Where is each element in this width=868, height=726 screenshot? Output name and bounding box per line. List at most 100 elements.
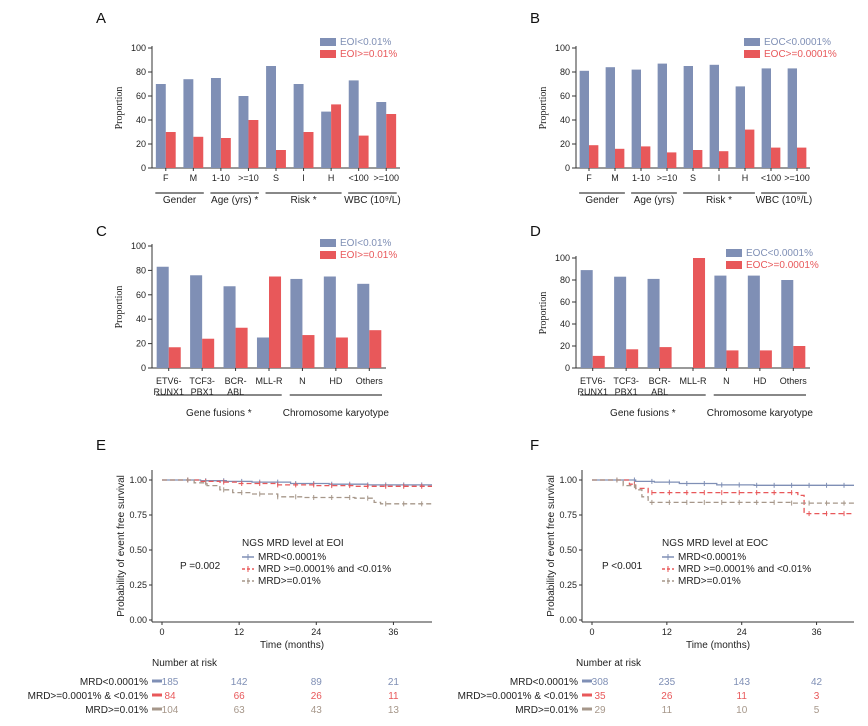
bar-low-0 [155, 84, 166, 168]
legend-label: MRD >=0.0001% and <0.01% [678, 564, 811, 575]
risk-row-label: MRD>=0.0001% & <0.01% [458, 691, 578, 702]
panel-label-b: B [530, 10, 540, 27]
risk-count: 29 [594, 705, 606, 716]
bar-high-6 [369, 330, 382, 368]
bar-low-5 [747, 275, 760, 368]
legend-swatch [320, 50, 336, 58]
group-label: Risk * [706, 195, 732, 206]
x-tick-label: H [742, 173, 749, 183]
x-tick-label: 36 [812, 627, 822, 637]
bar-high-3 [269, 276, 282, 368]
x-tick-label: 24 [737, 627, 747, 637]
y-tick-label: 40 [560, 115, 570, 125]
x-tick-label: 0 [159, 627, 164, 637]
x-tick-label: 24 [311, 627, 321, 637]
x-tick-label: HD [329, 376, 342, 386]
bar-high-0 [168, 347, 181, 368]
y-axis-label: Proportion [114, 87, 125, 130]
x-tick-label: M [190, 173, 198, 183]
y-tick-label: 0 [141, 163, 146, 173]
legend-label: EOI>=0.01% [340, 250, 397, 261]
y-tick-label: 20 [136, 339, 146, 349]
legend-title: NGS MRD level at EOC [662, 538, 768, 549]
bar-low-1 [183, 79, 194, 168]
bar-low-4 [714, 275, 727, 368]
km-chart-f: 0.00 0.25 0.50 0.75 1.00 0 12 24 36 Time (months)… [458, 470, 854, 716]
bar-low-1 [605, 67, 615, 168]
x-tick-label: Others [780, 376, 808, 386]
x-tick-label: BCR-ABL [649, 376, 671, 397]
bar-low-4 [266, 66, 276, 168]
y-tick-label: 0.75 [559, 510, 577, 520]
x-tick-label: <100 [761, 173, 781, 183]
bar-low-0 [579, 70, 589, 168]
x-tick-label: MLL-R [679, 376, 707, 386]
x-tick-label: Others [356, 376, 384, 386]
panel-label-f: F [530, 437, 539, 454]
risk-count: 26 [661, 691, 673, 702]
y-tick-label: 60 [560, 297, 570, 307]
x-tick-label: N [723, 376, 730, 386]
risk-count: 142 [231, 677, 248, 688]
bar-high-3 [667, 152, 677, 168]
group-label: Age (yrs) [634, 195, 675, 206]
bar-low-2 [647, 278, 660, 368]
bar-high-2 [235, 327, 248, 368]
bar-low-7 [761, 68, 771, 168]
y-tick-label: 20 [136, 139, 146, 149]
risk-count: 11 [737, 691, 748, 702]
y-tick-label: 0.75 [129, 510, 147, 520]
y-tick-label: 20 [560, 341, 570, 351]
bar-chart-a: 0 20 40 60 80 100 Proportion F M 1-10 >=10 S I H <100 >… [114, 37, 401, 206]
risk-count: 66 [234, 691, 246, 702]
legend-swatch [320, 251, 336, 259]
y-tick-label: 60 [560, 91, 570, 101]
group-label: Age (yrs) * [211, 195, 258, 206]
risk-count: 42 [811, 677, 823, 688]
risk-count: 185 [162, 677, 179, 688]
x-tick-label: I [302, 173, 305, 183]
y-axis-label: Proportion [114, 286, 125, 329]
bar-high-6 [793, 346, 806, 368]
legend-label: MRD<0.0001% [678, 552, 746, 563]
bar-high-2 [220, 138, 231, 168]
panel-label-d: D [530, 223, 541, 240]
risk-count: 3 [814, 691, 820, 702]
x-tick-label: >=10 [238, 173, 259, 183]
legend-label: EOI<0.01% [340, 238, 392, 249]
bar-high-0 [592, 355, 605, 368]
y-tick-label: 20 [560, 139, 570, 149]
y-tick-label: 40 [136, 314, 146, 324]
y-tick-label: 0.00 [559, 615, 577, 625]
group-label: Chromosome karyotype [283, 408, 390, 419]
bar-high-4 [276, 150, 286, 168]
group-label: Chromosome karyotype [707, 408, 814, 419]
risk-table-title: Number at risk [576, 658, 642, 669]
group-label: Gene fusions * [610, 408, 676, 419]
legend-label: EOI<0.01% [340, 37, 392, 48]
legend-label: EOC<0.0001% [746, 248, 813, 259]
legend-swatch [744, 50, 760, 58]
bar-low-2 [631, 69, 641, 168]
y-axis-label: Probability of event free survival [116, 475, 127, 617]
bar-high-5 [719, 151, 729, 168]
y-tick-label: 100 [555, 43, 570, 53]
bar-low-5 [323, 276, 336, 368]
bar-low-3 [657, 63, 667, 168]
group-label: Gene fusions * [186, 408, 252, 419]
legend-swatch [726, 261, 742, 269]
risk-count: 104 [162, 705, 179, 716]
y-axis-label: Probability of event free survival [546, 475, 557, 617]
risk-count: 35 [594, 691, 606, 702]
km-chart-e: 0.00 0.25 0.50 0.75 1.00 0 12 24 36 Time (months)… [28, 470, 432, 716]
bar-high-1 [626, 349, 639, 368]
legend-label: MRD >=0.0001% and <0.01% [258, 564, 391, 575]
x-tick-label: 1-10 [632, 173, 650, 183]
bar-high-1 [193, 136, 204, 168]
bar-low-4 [290, 278, 303, 368]
x-tick-label: >=10 [657, 173, 678, 183]
legend-swatch [320, 239, 336, 247]
survival-curve-2 [592, 479, 854, 504]
x-tick-label: <100 [349, 173, 369, 183]
bar-high-7 [771, 147, 781, 168]
